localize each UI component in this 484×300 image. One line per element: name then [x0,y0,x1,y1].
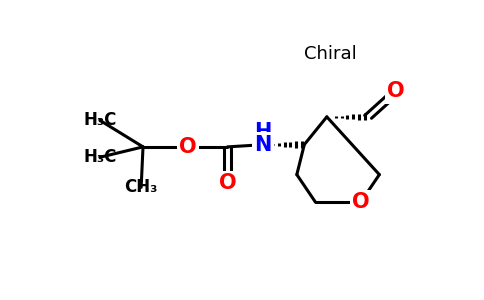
Text: O: O [352,192,369,212]
Text: H: H [255,122,272,142]
Text: N: N [255,135,272,155]
Text: H₃C: H₃C [83,148,117,166]
Text: Chiral: Chiral [304,46,357,64]
Text: O: O [387,81,405,101]
Text: O: O [179,137,197,157]
Text: H₃C: H₃C [83,111,117,129]
Text: O: O [219,173,236,193]
Text: CH₃: CH₃ [124,178,158,196]
